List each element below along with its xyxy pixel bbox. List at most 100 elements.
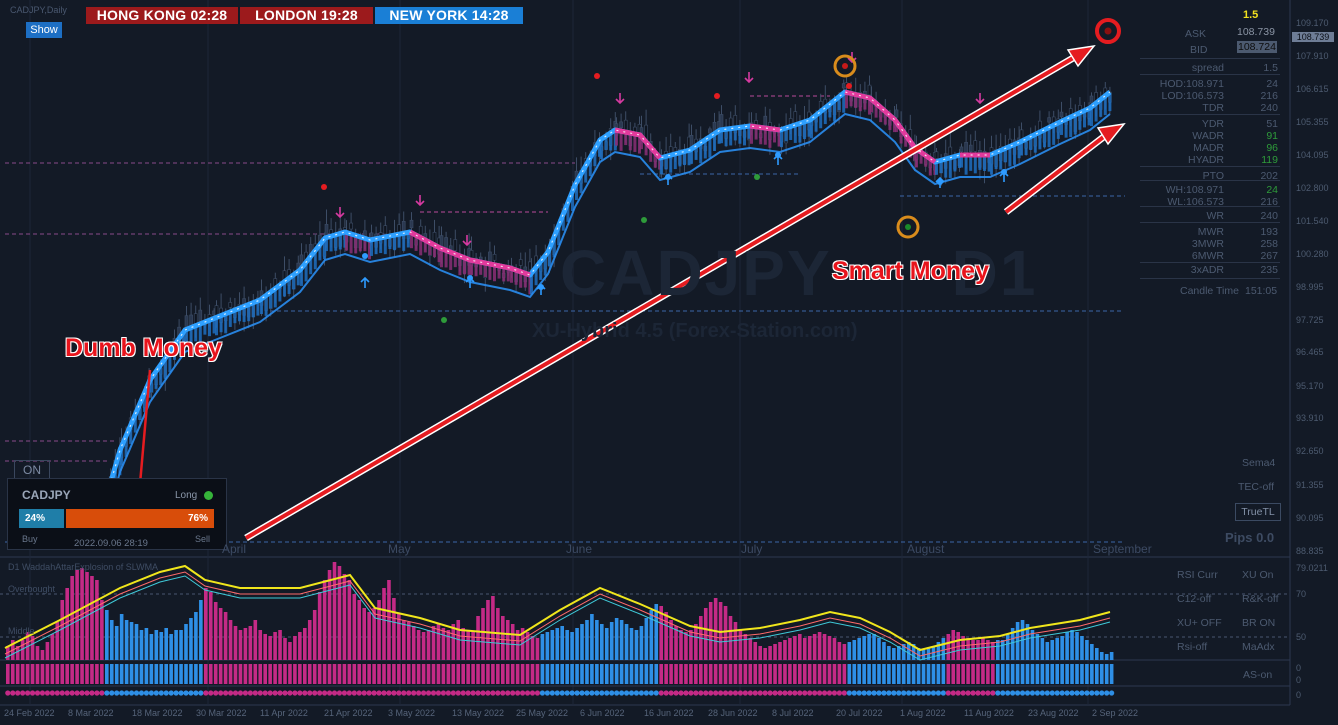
- on-button[interactable]: ON: [14, 460, 50, 480]
- info-row: 3xADR 235: [1140, 264, 1280, 276]
- as-on-button[interactable]: AS-on: [1243, 669, 1273, 681]
- histogram-bar: [600, 624, 604, 660]
- histogram-bar: [827, 636, 832, 660]
- strip-bar: [154, 664, 159, 684]
- strip-dot: [163, 690, 169, 696]
- trend-arrow: [244, 44, 1096, 542]
- histogram-bar: [862, 636, 866, 660]
- strip-dot: [1005, 690, 1011, 696]
- strip-bar: [931, 664, 936, 684]
- indicator-button-left[interactable]: C12-off: [1177, 593, 1212, 605]
- strip-bar: [228, 664, 233, 684]
- strip-bar: [298, 664, 302, 684]
- strip-dot: [841, 690, 847, 696]
- candle-time-label: Candle Time: [1180, 285, 1239, 297]
- indicator-button-right[interactable]: BR ON: [1242, 617, 1276, 629]
- histogram-bar: [743, 634, 748, 660]
- histogram-bar: [520, 628, 525, 660]
- candle: [349, 222, 353, 230]
- strip-bar: [614, 664, 619, 684]
- show-button[interactable]: Show: [26, 22, 62, 38]
- strip-bar: [703, 664, 708, 684]
- histogram-bar: [540, 634, 545, 660]
- strip-bar: [6, 664, 10, 684]
- strip-dot: [653, 690, 659, 696]
- strip-bar: [1015, 664, 1020, 684]
- histogram-bar: [1050, 640, 1055, 660]
- indicator-button-right[interactable]: XU On: [1242, 569, 1274, 581]
- histogram-bar: [15, 646, 20, 660]
- histogram-bar: [1025, 624, 1030, 660]
- strip-dot: [1074, 690, 1080, 696]
- strip-bar: [535, 664, 540, 684]
- indicator-button-right[interactable]: MaAdx: [1242, 641, 1275, 653]
- signal-dot: [641, 217, 647, 223]
- strip-dot: [292, 690, 298, 696]
- strip-bar: [798, 664, 802, 684]
- strip-bar: [55, 664, 60, 684]
- strip-bar: [337, 664, 342, 684]
- strip-dot: [718, 690, 724, 696]
- indicator-button-left[interactable]: XU+ OFF: [1177, 617, 1222, 629]
- strip-dot: [980, 690, 986, 696]
- strip-dot: [1010, 690, 1016, 696]
- info-separator: [1140, 166, 1280, 167]
- panel-direction: Long: [175, 490, 198, 501]
- candle: [619, 121, 623, 129]
- histogram-bar: [1040, 638, 1045, 660]
- strip-bar: [426, 664, 431, 684]
- strip-bar: [382, 664, 386, 684]
- strip-bar: [788, 664, 792, 684]
- histogram-bar: [1109, 652, 1114, 660]
- candle: [1047, 117, 1051, 123]
- strip-dot: [1000, 690, 1006, 696]
- strip-dot: [856, 690, 862, 696]
- histogram-bar: [753, 642, 758, 660]
- overbought-label: Overbought: [8, 584, 56, 594]
- histogram-bar: [1104, 654, 1109, 660]
- indicator-button-left[interactable]: Rsi-off: [1177, 641, 1208, 653]
- strip-dot: [1069, 690, 1075, 696]
- strip-bar: [892, 664, 896, 684]
- histogram-bar: [634, 630, 639, 660]
- signal-dot: [362, 253, 368, 259]
- indicator-button-right[interactable]: R&K-off: [1242, 593, 1279, 605]
- strip-dot: [539, 690, 546, 696]
- strip-dot: [143, 690, 149, 696]
- info-row-value: 24: [1266, 78, 1278, 90]
- price-axis-label: 91.355: [1296, 480, 1324, 490]
- histogram-bar: [114, 626, 119, 660]
- strip-bar: [129, 664, 134, 684]
- strip-bar: [1070, 664, 1074, 684]
- strip-bar: [357, 664, 362, 684]
- truetl-button[interactable]: TrueTL: [1235, 503, 1281, 521]
- strip-dot: [930, 690, 937, 696]
- tec-off-button[interactable]: TEC-off: [1238, 481, 1274, 493]
- info-row-label: MWR: [1197, 226, 1224, 238]
- strip-dot: [114, 690, 120, 696]
- indicator-button-left[interactable]: RSI Curr: [1177, 569, 1218, 581]
- histogram-bar: [238, 630, 243, 660]
- info-row: HYADR 119: [1140, 154, 1280, 166]
- strip-dot: [1064, 690, 1070, 696]
- histogram-bar: [60, 600, 65, 660]
- strip-dot: [198, 690, 204, 696]
- strip-bar: [832, 664, 837, 684]
- strip-bar: [105, 664, 109, 684]
- strip-dot: [455, 690, 461, 696]
- strip-dot: [302, 690, 308, 696]
- info-row-value: 193: [1260, 226, 1278, 238]
- strip-dot: [1099, 690, 1105, 696]
- strip-dot: [534, 690, 541, 696]
- price-axis-label: 92.650: [1296, 446, 1324, 456]
- histogram-bar: [689, 630, 693, 660]
- info-row: WADR 91: [1140, 130, 1280, 142]
- strip-bar: [901, 664, 906, 684]
- strip-bar: [842, 664, 847, 684]
- strip-bar: [174, 664, 178, 684]
- strip-dot: [911, 690, 917, 696]
- histogram-bar: [798, 634, 802, 660]
- strip-bar: [402, 664, 406, 684]
